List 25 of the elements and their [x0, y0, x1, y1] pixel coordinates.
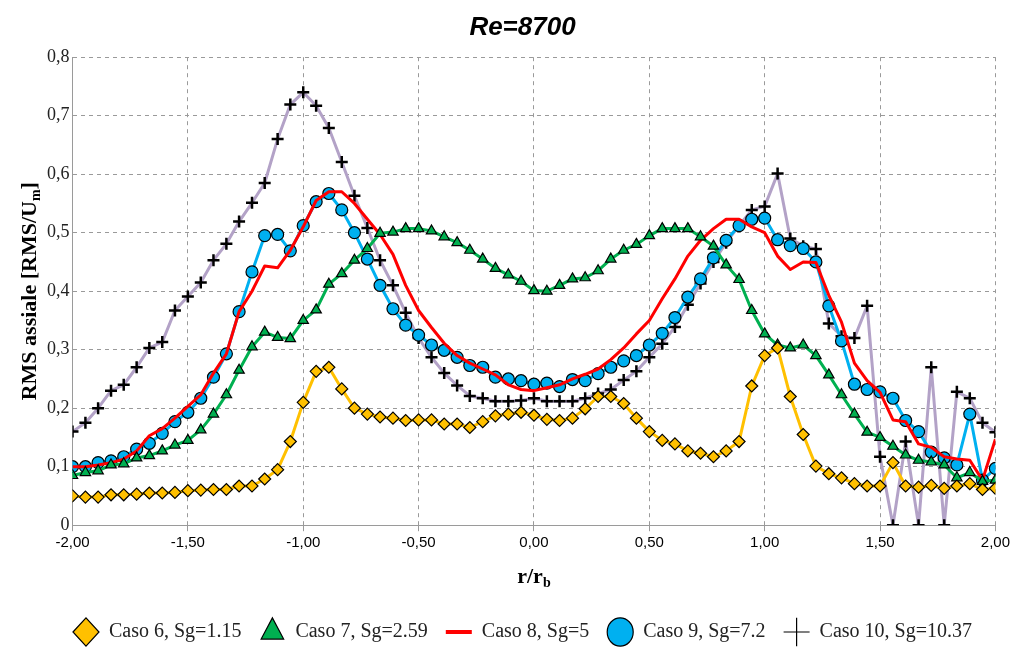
- y-tick-label: 0,2: [47, 396, 70, 417]
- legend-label: Caso 9, Sg=7.2: [643, 619, 766, 643]
- legend-label: Caso 8, Sg=5: [481, 619, 590, 643]
- legend-label: Caso 7, Sg=2.59: [295, 619, 428, 643]
- chart-title: Re=8700: [469, 10, 577, 41]
- y-axis-title: RMS assiale [RMS/Um]: [15, 182, 44, 401]
- y-tick-label: 0,1: [47, 455, 70, 476]
- legend-label: Caso 6, Sg=1.15: [108, 619, 242, 643]
- x-tick-label: 0,00: [519, 533, 549, 551]
- x-tick-label: 1,50: [865, 533, 895, 551]
- x-tick-label: 0,50: [634, 533, 664, 551]
- y-tick-label: 0,6: [47, 162, 70, 183]
- y-tick-label: 0,7: [47, 104, 70, 125]
- y-tick-label: 0,5: [47, 221, 70, 242]
- x-tick-label: -0,50: [401, 533, 436, 551]
- legend-label: Caso 10, Sg=10.37: [819, 619, 973, 643]
- x-tick-label: 1,00: [750, 533, 780, 551]
- y-tick-label: 0,3: [47, 338, 70, 359]
- y-tick-label: 0: [60, 513, 70, 534]
- x-tick-label: 2,00: [980, 533, 1010, 551]
- x-tick-label: -2,00: [55, 533, 90, 551]
- y-tick-label: 0,4: [47, 279, 70, 300]
- x-tick-label: -1,00: [286, 533, 321, 551]
- x-tick-label: -1,50: [170, 533, 205, 551]
- y-tick-label: 0,8: [47, 45, 70, 66]
